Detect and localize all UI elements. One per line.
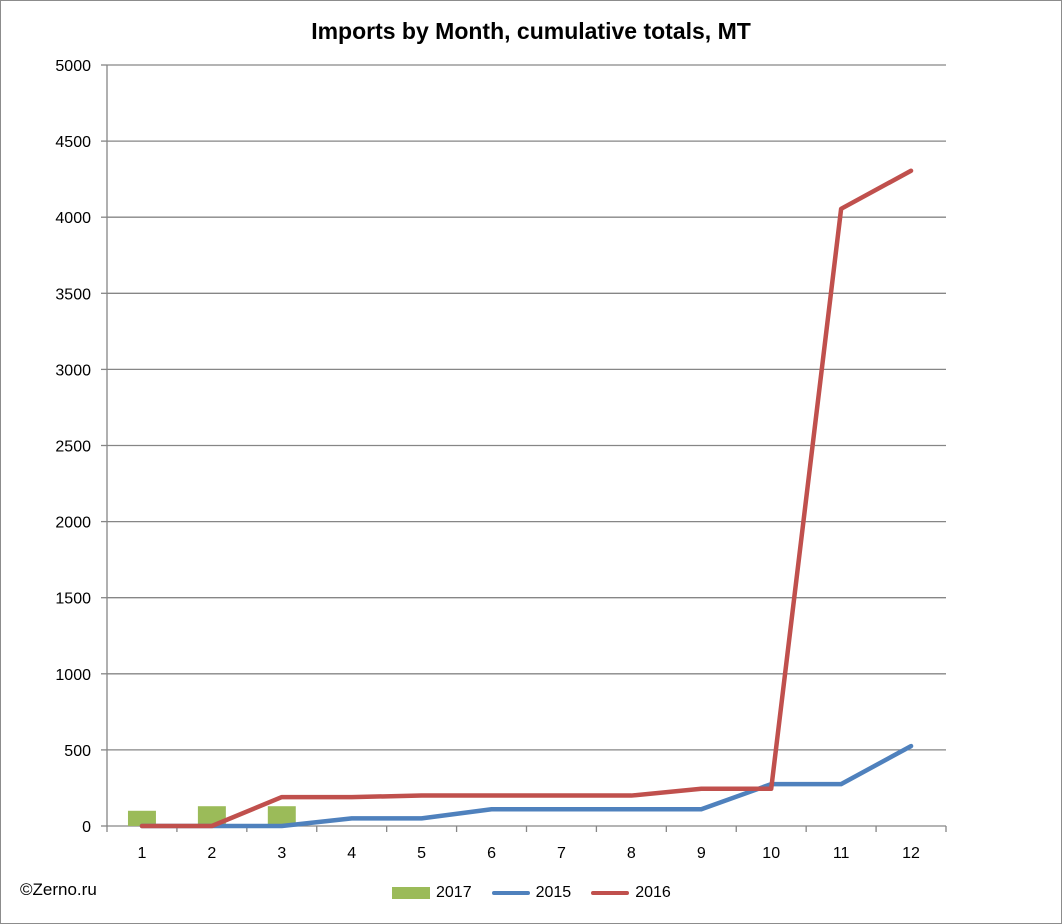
line-series-2015	[139, 743, 914, 829]
x-tick-label: 11	[833, 845, 850, 862]
legend-swatch-2017	[392, 887, 430, 899]
bar-2017-month-1	[127, 810, 156, 826]
legend-swatch-2016	[591, 891, 630, 895]
legend-swatch-2015	[491, 891, 530, 895]
chart-legend: 2017 2015 2016	[392, 883, 691, 903]
y-tick-label: 500	[64, 743, 91, 760]
y-tick-label: 1000	[55, 667, 91, 684]
y-tick-label: 1500	[55, 591, 91, 608]
legend-item-2016: 2016	[591, 884, 671, 902]
x-tick-label: 5	[417, 845, 426, 862]
x-tick-label: 4	[347, 845, 356, 862]
y-tick-label: 0	[82, 819, 91, 836]
x-tick-label: 7	[557, 845, 566, 862]
x-tick-label: 9	[697, 845, 706, 862]
line-series-2016	[139, 168, 914, 829]
y-tick-label: 4500	[55, 134, 91, 151]
y-tick-label: 3500	[55, 286, 91, 303]
copyright-text: ©Zerno.ru	[20, 880, 97, 899]
y-tick-label: 3000	[55, 362, 91, 379]
x-tick-label: 8	[627, 845, 636, 862]
x-tick-label: 2	[207, 845, 216, 862]
x-tick-label: 12	[902, 845, 920, 862]
legend-item-2015: 2015	[491, 884, 572, 902]
bar-2017-month-3	[267, 806, 296, 826]
chart-title: Imports by Month, cumulative totals, MT	[311, 18, 751, 44]
legend-label-2016: 2016	[635, 884, 671, 901]
y-tick-label: 5000	[55, 58, 91, 75]
x-tick-label: 3	[277, 845, 286, 862]
legend-label-2015: 2015	[535, 884, 572, 901]
x-tick-label: 10	[762, 845, 780, 862]
legend-item-2017: 2017	[392, 884, 472, 902]
y-tick-label: 2000	[55, 515, 91, 532]
x-tick-label: 6	[487, 845, 496, 862]
legend-label-2017: 2017	[436, 884, 472, 901]
y-tick-label: 4000	[55, 210, 91, 227]
x-tick-label: 1	[138, 845, 147, 862]
y-tick-label: 2500	[55, 439, 91, 456]
